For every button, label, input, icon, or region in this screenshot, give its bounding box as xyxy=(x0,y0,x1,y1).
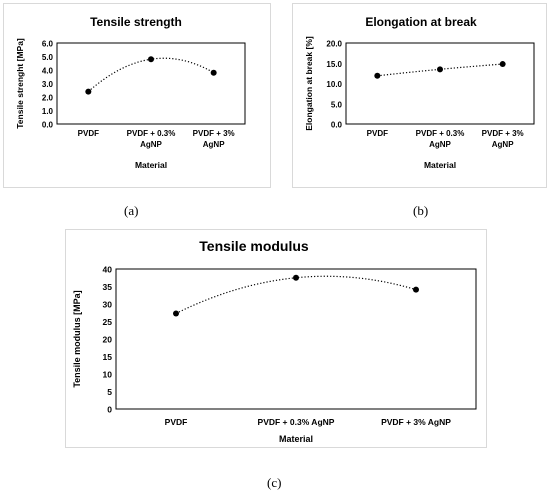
y-tick-label: 15.0 xyxy=(326,60,342,69)
x-tick-label: PVDF xyxy=(78,129,99,138)
chart-panel-tensile-modulus: Tensile modulus 0 5 10 15 20 25 30 35 40 PVDF PVDF … xyxy=(65,229,487,448)
caption-a: (a) xyxy=(124,203,139,218)
chart-elongation-at-break: Elongation at break 0.0 5.0 10.0 15.0 20.0 PVD… xyxy=(304,15,535,170)
caption-c: (c) xyxy=(267,475,282,490)
y-axis-title: Elongation at break [%] xyxy=(304,36,314,131)
data-point xyxy=(437,66,443,73)
x-tick-label: AgNP xyxy=(140,140,162,149)
data-point xyxy=(85,88,92,95)
x-tick-label: AgNP xyxy=(492,140,514,149)
y-tick-label: 0 xyxy=(107,405,112,415)
y-tick-label: 20 xyxy=(103,335,113,345)
y-tick-label: 5.0 xyxy=(42,53,54,62)
chart-tensile-modulus: Tensile modulus 0 5 10 15 20 25 30 35 40 PVDF PVDF … xyxy=(72,238,477,444)
data-point xyxy=(413,286,419,293)
chart-tensile-strength: Tensile strength 0.0 1.0 2.0 3.0 4.0 5.0 6.0 PVD… xyxy=(15,15,246,170)
data-point xyxy=(148,56,154,63)
y-tick-label: 0.0 xyxy=(42,121,54,130)
x-tick-label: PVDF + 0.3% AgNP xyxy=(258,417,335,427)
data-point xyxy=(293,274,299,281)
y-tick-label: 15 xyxy=(103,352,113,362)
y-tick-label: 6.0 xyxy=(42,40,54,49)
y-axis-title: Tensile modulus [MPa] xyxy=(72,290,82,387)
y-tick-label: 3.0 xyxy=(42,80,54,89)
chart-title: Tensile modulus xyxy=(199,238,309,254)
data-point xyxy=(173,310,179,317)
y-axis-title: Tensile strenght [MPa] xyxy=(15,38,25,129)
plot-area xyxy=(115,268,477,410)
y-tick-label: 25 xyxy=(103,317,113,327)
caption-b: (b) xyxy=(413,203,429,218)
x-axis-title: Material xyxy=(135,160,167,170)
x-tick-label: AgNP xyxy=(203,140,225,149)
chart-title: Elongation at break xyxy=(365,15,477,29)
y-tick-label: 0.0 xyxy=(331,121,343,130)
x-tick-label: PVDF + 3% AgNP xyxy=(381,417,451,427)
trend-line xyxy=(175,275,417,314)
y-tick-label: 4.0 xyxy=(42,67,54,76)
data-point xyxy=(210,69,217,76)
x-tick-label: PVDF + 0.3% xyxy=(127,129,176,138)
y-tick-label: 2.0 xyxy=(42,94,54,103)
chart-panel-tensile-strength: Tensile strength 0.0 1.0 2.0 3.0 4.0 5.0 6.0 PVD… xyxy=(3,3,271,188)
y-tick-label: 10.0 xyxy=(326,80,342,89)
x-tick-label: PVDF + 0.3% xyxy=(416,129,465,138)
chart-title: Tensile strength xyxy=(90,15,182,29)
y-tick-label: 20.0 xyxy=(326,40,342,49)
x-tick-label: PVDF + 3% xyxy=(193,129,235,138)
x-axis-title: Material xyxy=(424,160,456,170)
y-tick-label: 5 xyxy=(107,387,112,397)
y-tick-label: 40 xyxy=(103,265,113,275)
x-tick-label: PVDF + 3% xyxy=(482,129,524,138)
plot-area xyxy=(345,42,535,125)
x-tick-label: PVDF xyxy=(367,129,388,138)
x-axis-title: Material xyxy=(279,434,313,444)
y-tick-label: 10 xyxy=(103,370,113,380)
y-tick-label: 1.0 xyxy=(42,107,54,116)
x-tick-label: AgNP xyxy=(429,140,451,149)
chart-panel-elongation-at-break: Elongation at break 0.0 5.0 10.0 15.0 20.0 PVD… xyxy=(292,3,547,188)
trend-line xyxy=(87,57,214,93)
x-tick-label: PVDF xyxy=(165,417,188,427)
trend-line xyxy=(377,63,503,77)
plot-area xyxy=(56,42,246,125)
y-tick-label: 5.0 xyxy=(331,100,343,109)
data-point xyxy=(499,61,506,68)
y-tick-label: 35 xyxy=(103,282,113,292)
data-point xyxy=(374,72,381,79)
y-tick-label: 30 xyxy=(103,300,113,310)
